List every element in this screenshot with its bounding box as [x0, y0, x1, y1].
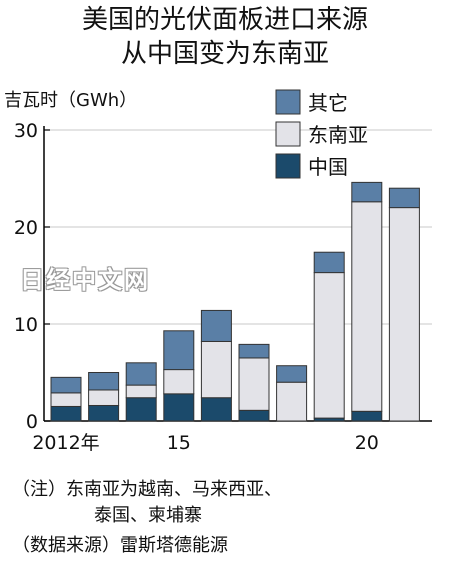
bar-segment-other [276, 365, 308, 383]
bar-segment-southeast-asia [88, 389, 120, 406]
bar-segment-southeast-asia [351, 201, 383, 412]
note-line-1: （注）东南亚为越南、马来西亚、 [12, 479, 282, 500]
bar-segment-china [238, 409, 270, 422]
bar-segment-other [88, 372, 120, 391]
legend-label: 中国 [308, 155, 348, 179]
x-tick-label: 2012年 [32, 432, 99, 454]
bar-segment-southeast-asia [163, 369, 195, 395]
bar-segment-southeast-asia [313, 272, 345, 419]
bar-segment-china [50, 405, 82, 422]
bar-segment-other [238, 343, 270, 359]
y-tick-label: 20 [14, 217, 38, 239]
bar-segment-southeast-asia [238, 357, 270, 411]
bar-segment-china [163, 393, 195, 422]
legend-swatch [275, 121, 301, 147]
bar-segment-other [50, 376, 82, 394]
bar-segment-other [313, 251, 345, 274]
y-tick-label: 30 [14, 120, 38, 142]
chart-title-line2: 从中国变为东南亚 [120, 39, 329, 69]
bar-segment-china [200, 397, 232, 422]
watermark: 日经中文网 [20, 266, 150, 294]
bar-segment-china [88, 404, 120, 422]
chart-title-line1: 美国的光伏面板进口来源 [81, 5, 368, 35]
bar-segment-southeast-asia [50, 392, 82, 407]
bar-segment-southeast-asia [125, 384, 157, 399]
legend-label: 其它 [308, 91, 348, 115]
bar-segment-other [388, 187, 420, 209]
source-note: （数据来源）雷斯塔德能源 [12, 535, 228, 556]
bar-segment-other [351, 181, 383, 203]
y-tick-label: 0 [26, 411, 38, 433]
bar-segment-china [351, 410, 383, 422]
bar-segment-southeast-asia [276, 381, 308, 422]
x-tick-label: 20 [355, 432, 379, 454]
bar-segment-china [125, 397, 157, 422]
legend-swatch [275, 153, 301, 179]
bar-segment-southeast-asia [388, 207, 420, 422]
bar-segment-southeast-asia [200, 340, 232, 399]
note-line-2: 泰国、柬埔寨 [94, 505, 202, 526]
bar-segment-other [200, 309, 232, 342]
x-tick-label: 15 [167, 432, 191, 454]
legend-swatch [275, 89, 301, 115]
bar-segment-other [163, 330, 195, 371]
y-axis-unit-label: 吉瓦时（GWh） [4, 90, 138, 111]
y-tick-label: 10 [14, 314, 38, 336]
bar-segment-other [125, 362, 157, 386]
legend-label: 东南亚 [308, 123, 368, 147]
